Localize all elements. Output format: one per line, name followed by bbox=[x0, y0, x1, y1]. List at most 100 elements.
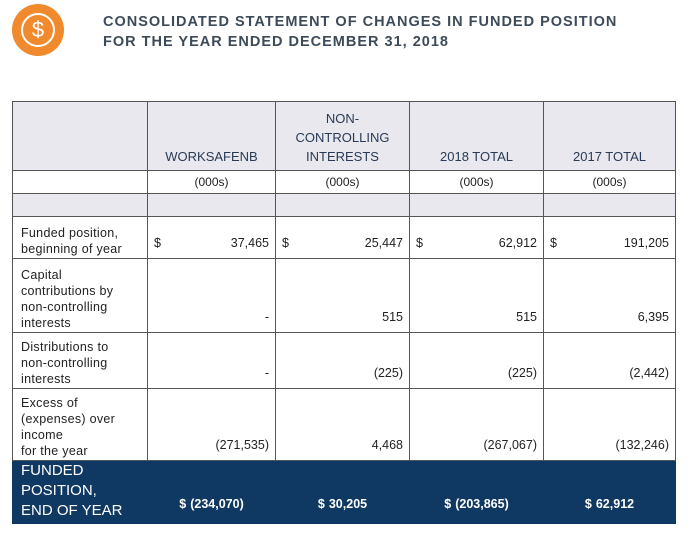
column-header-line: WORKSAFENB bbox=[165, 149, 258, 164]
value-cell: $191,205 bbox=[543, 216, 676, 259]
column-header: NON- CONTROLLING INTERESTS bbox=[275, 101, 410, 171]
currency: $ bbox=[317, 497, 325, 511]
value-cell: - bbox=[147, 258, 276, 333]
unit-label: (000s) bbox=[147, 170, 276, 194]
cell: (132,246) bbox=[550, 438, 669, 452]
title-line: FOR THE YEAR ENDED DECEMBER 31, 2018 bbox=[103, 34, 449, 50]
row-label-line: contributions by bbox=[21, 284, 114, 298]
row-label-line: interests bbox=[21, 372, 71, 386]
value-cell: 515 bbox=[409, 258, 544, 333]
row-label: FUNDED POSITION, END OF YEAR bbox=[12, 460, 148, 524]
blank-cell bbox=[543, 193, 676, 217]
total-row: FUNDED POSITION, END OF YEAR $ (234,070) $30,… bbox=[12, 460, 676, 524]
amount: 515 bbox=[516, 310, 537, 324]
amount: 62,912 bbox=[498, 236, 537, 250]
amount: 191,205 bbox=[623, 236, 669, 250]
row-label-line: non-controlling bbox=[21, 356, 108, 370]
amount: 4,468 bbox=[371, 438, 403, 452]
amount: (271,535) bbox=[215, 438, 269, 452]
cell: $37,465 bbox=[154, 236, 269, 250]
amount: 62,912 bbox=[595, 497, 635, 511]
column-header-line: 2017 TOTAL bbox=[573, 149, 646, 164]
row-label-line: Capital bbox=[21, 268, 63, 282]
currency: $ bbox=[154, 236, 161, 250]
statement-table: WORKSAFENB NON- CONTROLLING INTERESTS 2018 T… bbox=[12, 101, 676, 524]
row-label: Funded position, beginning of year bbox=[12, 216, 148, 259]
amount: 25,447 bbox=[364, 236, 403, 250]
amount: (225) bbox=[507, 366, 537, 380]
blank-cell bbox=[275, 193, 410, 217]
row-label-line: END OF YEAR bbox=[21, 502, 123, 519]
currency: $ bbox=[550, 236, 557, 250]
table-body: WORKSAFENB NON- CONTROLLING INTERESTS 2018 T… bbox=[12, 101, 676, 524]
row-label: Distributions to non-controlling interests bbox=[12, 332, 148, 389]
units-cell bbox=[12, 170, 148, 194]
header-row: WORKSAFENB NON- CONTROLLING INTERESTS 2018 T… bbox=[12, 101, 676, 171]
row-label-line: Funded position, bbox=[21, 226, 119, 240]
data-row: Distributions to non-controlling interests… bbox=[12, 332, 676, 389]
cell: 4,468 bbox=[282, 438, 403, 452]
value-cell: (267,067) bbox=[409, 388, 544, 461]
row-label-line: FUNDED bbox=[21, 462, 84, 479]
column-header: 2017 TOTAL bbox=[543, 101, 676, 171]
value-cell: $ (234,070) bbox=[147, 460, 276, 524]
row-label-line: interests bbox=[21, 316, 71, 330]
value-cell: (132,246) bbox=[543, 388, 676, 461]
currency: $ bbox=[179, 497, 187, 511]
currency: $ bbox=[416, 236, 423, 250]
currency: $ bbox=[282, 236, 289, 250]
value-cell: (225) bbox=[409, 332, 544, 389]
amount: (267,067) bbox=[483, 438, 537, 452]
title-line: CONSOLIDATED STATEMENT OF CHANGES IN FUN… bbox=[103, 14, 618, 30]
amount: (203,865) bbox=[455, 497, 509, 511]
cell: (225) bbox=[416, 366, 537, 380]
column-header: WORKSAFENB bbox=[147, 101, 276, 171]
value-cell: (2,442) bbox=[543, 332, 676, 389]
cell: (2,442) bbox=[550, 366, 669, 380]
row-label-line: for the year bbox=[21, 444, 88, 458]
cell: $30,205 bbox=[282, 497, 403, 511]
cell: $62,912 bbox=[550, 497, 669, 511]
blank-cell bbox=[12, 193, 148, 217]
row-label-line: Excess of bbox=[21, 396, 78, 410]
blank-row bbox=[12, 193, 676, 217]
cell: (225) bbox=[282, 366, 403, 380]
column-header-line: CONTROLLING bbox=[295, 130, 390, 145]
unit-label: (000s) bbox=[275, 170, 410, 194]
data-row: Capital contributions by non-controlling in… bbox=[12, 258, 676, 333]
value-cell: $62,912 bbox=[409, 216, 544, 259]
amount: - bbox=[264, 310, 269, 324]
currency: $ bbox=[584, 497, 592, 511]
cell: $25,447 bbox=[282, 236, 403, 250]
cell: $62,912 bbox=[416, 236, 537, 250]
row-label: Capital contributions by non-controlling in… bbox=[12, 258, 148, 333]
value-cell: - bbox=[147, 332, 276, 389]
value-cell: $37,465 bbox=[147, 216, 276, 259]
column-header-line: 2018 TOTAL bbox=[440, 149, 513, 164]
cell: $ (203,865) bbox=[416, 497, 537, 511]
blank-cell bbox=[147, 193, 276, 217]
amount: (2,442) bbox=[629, 366, 669, 380]
icon: $ bbox=[12, 4, 64, 56]
cell: - bbox=[154, 366, 269, 380]
blank-cell bbox=[409, 193, 544, 217]
row-label: Excess of (expenses) over income for the ye… bbox=[12, 388, 148, 461]
unit-label: (000s) bbox=[543, 170, 676, 194]
cell: 515 bbox=[282, 310, 403, 324]
value-cell: $30,205 bbox=[275, 460, 410, 524]
title: CONSOLIDATED STATEMENT OF CHANGES IN FUN… bbox=[103, 12, 617, 52]
value-cell: $25,447 bbox=[275, 216, 410, 259]
cell: (267,067) bbox=[416, 438, 537, 452]
row-label-line: income bbox=[21, 428, 64, 442]
amount: (234,070) bbox=[190, 497, 244, 511]
row-label-line: (expenses) over bbox=[21, 412, 116, 426]
cell: 515 bbox=[416, 310, 537, 324]
amount: (132,246) bbox=[615, 438, 669, 452]
cell: 6,395 bbox=[550, 310, 669, 324]
amount: 37,465 bbox=[230, 236, 269, 250]
amount: 515 bbox=[382, 310, 403, 324]
header-cell bbox=[12, 101, 148, 171]
row-label-line: non-controlling bbox=[21, 300, 108, 314]
value-cell: 515 bbox=[275, 258, 410, 333]
